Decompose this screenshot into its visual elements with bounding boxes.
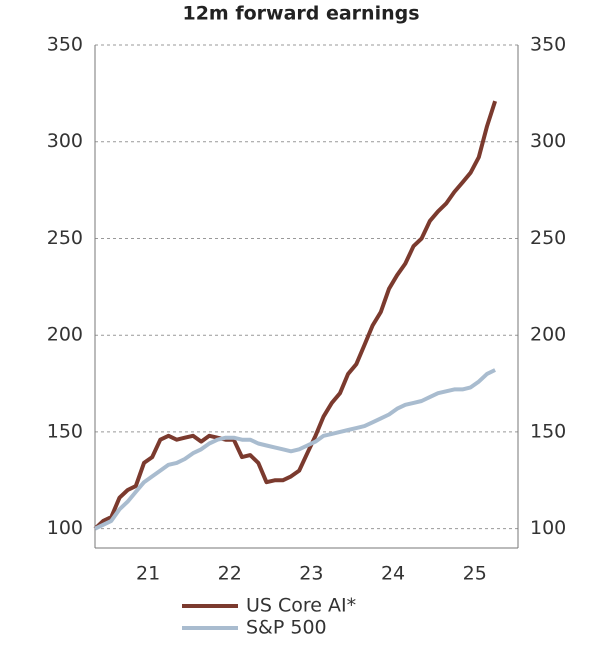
chart-title: 12m forward earnings bbox=[182, 3, 419, 25]
y2-tick-label: 250 bbox=[530, 227, 566, 249]
x-tick-label: 21 bbox=[136, 563, 160, 585]
y-tick-label: 100 bbox=[47, 517, 83, 539]
line-series bbox=[93, 100, 498, 531]
line-series bbox=[94, 368, 496, 531]
x-tick-label: 24 bbox=[381, 563, 405, 585]
y-tick-label: 150 bbox=[47, 420, 83, 442]
x-tick-label: 25 bbox=[463, 563, 487, 585]
y2-tick-label: 150 bbox=[530, 420, 566, 442]
legend-label: US Core AI* bbox=[246, 595, 356, 617]
x-tick-label: 23 bbox=[299, 563, 323, 585]
y2-tick-label: 200 bbox=[530, 324, 566, 346]
y2-tick-label: 350 bbox=[530, 34, 566, 56]
y-tick-label: 350 bbox=[47, 34, 83, 56]
x-tick-label: 22 bbox=[218, 563, 242, 585]
y-tick-label: 200 bbox=[47, 324, 83, 346]
y2-tick-label: 300 bbox=[530, 130, 566, 152]
legend-label: S&P 500 bbox=[246, 617, 327, 639]
y2-tick-label: 100 bbox=[530, 517, 566, 539]
y-tick-label: 250 bbox=[47, 227, 83, 249]
y-tick-label: 300 bbox=[47, 130, 83, 152]
